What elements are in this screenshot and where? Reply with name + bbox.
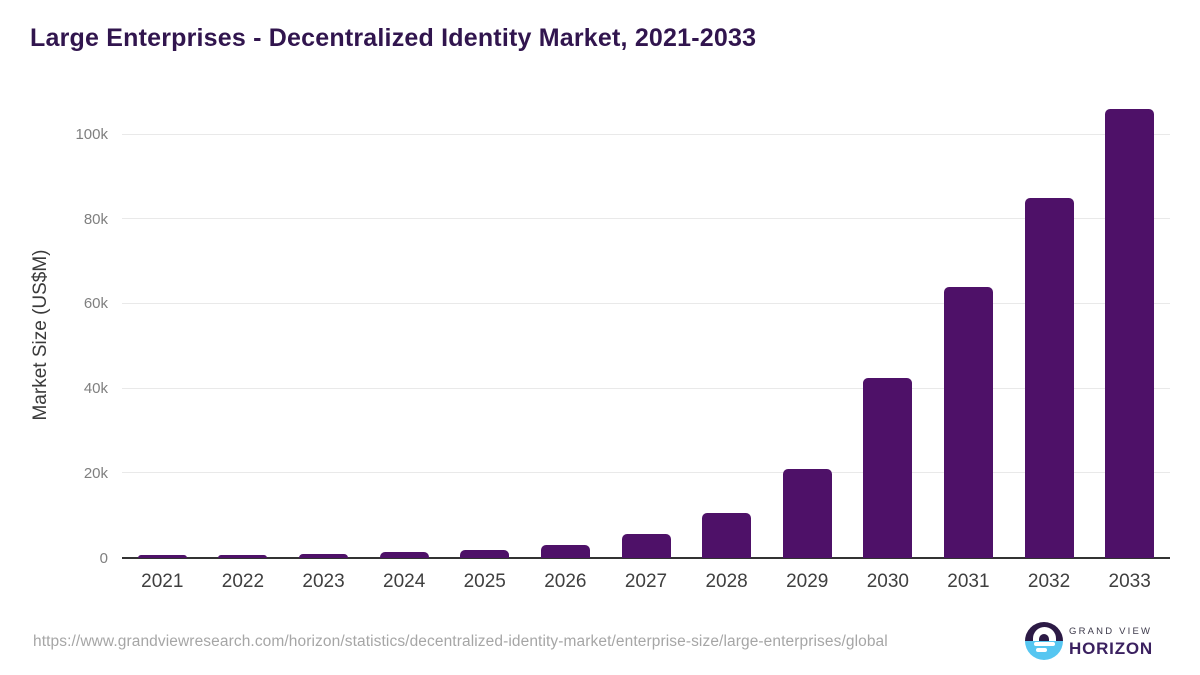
x-tick-label-2031: 2031 [947,571,990,592]
bar-2030 [863,378,913,558]
gridline-60k [122,302,1170,304]
bar-2026 [540,544,590,558]
plot-area [122,100,1170,559]
bar-2024 [379,551,429,558]
logo-brand-big: HORIZON [1069,639,1153,658]
bar-2027 [621,534,671,558]
x-tick-label-2023: 2023 [302,571,345,592]
bar-2021 [137,555,187,558]
x-tick-label-2027: 2027 [624,571,668,592]
bar-2022 [218,554,268,558]
y-tick-label: 0 [99,549,108,567]
logo-reflection-bar-2 [1036,648,1047,652]
y-tick-label: 80k [83,210,108,228]
logo-sun-arch-hole [1039,634,1049,641]
gridline-40k [122,387,1170,389]
x-tick-label-2022: 2022 [221,571,265,592]
x-tick-label-2029: 2029 [786,571,829,592]
grand-view-horizon-logo: GRAND VIEW HORIZON [1025,622,1185,662]
gridline-20k [122,472,1170,474]
y-tick-label: 40k [83,380,108,398]
gridline-80k [122,218,1170,220]
bar-2032 [1024,198,1074,558]
y-tick-label: 60k [83,295,108,313]
logo-wordmark: GRAND VIEW HORIZON [1069,626,1153,658]
x-tick-label-2025: 2025 [463,571,506,592]
y-axis-title: Market Size (US$M) [30,249,51,421]
bar-2029 [782,469,832,558]
bar-2028 [702,512,752,558]
chart-title: Large Enterprises - Decentralized Identi… [30,24,757,52]
bar-2031 [943,286,993,558]
x-tick-label-2021: 2021 [141,571,184,592]
bar-2025 [460,549,510,558]
x-tick-label-2024: 2024 [383,571,426,592]
y-tick-label: 20k [83,464,108,482]
x-tick-label-2033: 2033 [1108,571,1151,592]
x-tick-label-2028: 2028 [705,571,748,592]
bar-2033 [1105,109,1155,558]
x-tick-label-2026: 2026 [544,571,587,592]
x-tick-label-2030: 2030 [866,571,909,592]
bar-2023 [299,553,349,558]
gridline-100k [122,133,1170,135]
x-tick-label-2032: 2032 [1027,571,1071,592]
y-tick-label: 100k [75,126,108,143]
sunrise-horizon-icon [1025,622,1063,660]
source-url: https://www.grandviewresearch.com/horizo… [33,633,888,650]
logo-reflection-bar-1 [1033,642,1055,646]
x-axis-baseline [122,557,1170,559]
logo-brand-small: GRAND VIEW [1069,626,1153,637]
